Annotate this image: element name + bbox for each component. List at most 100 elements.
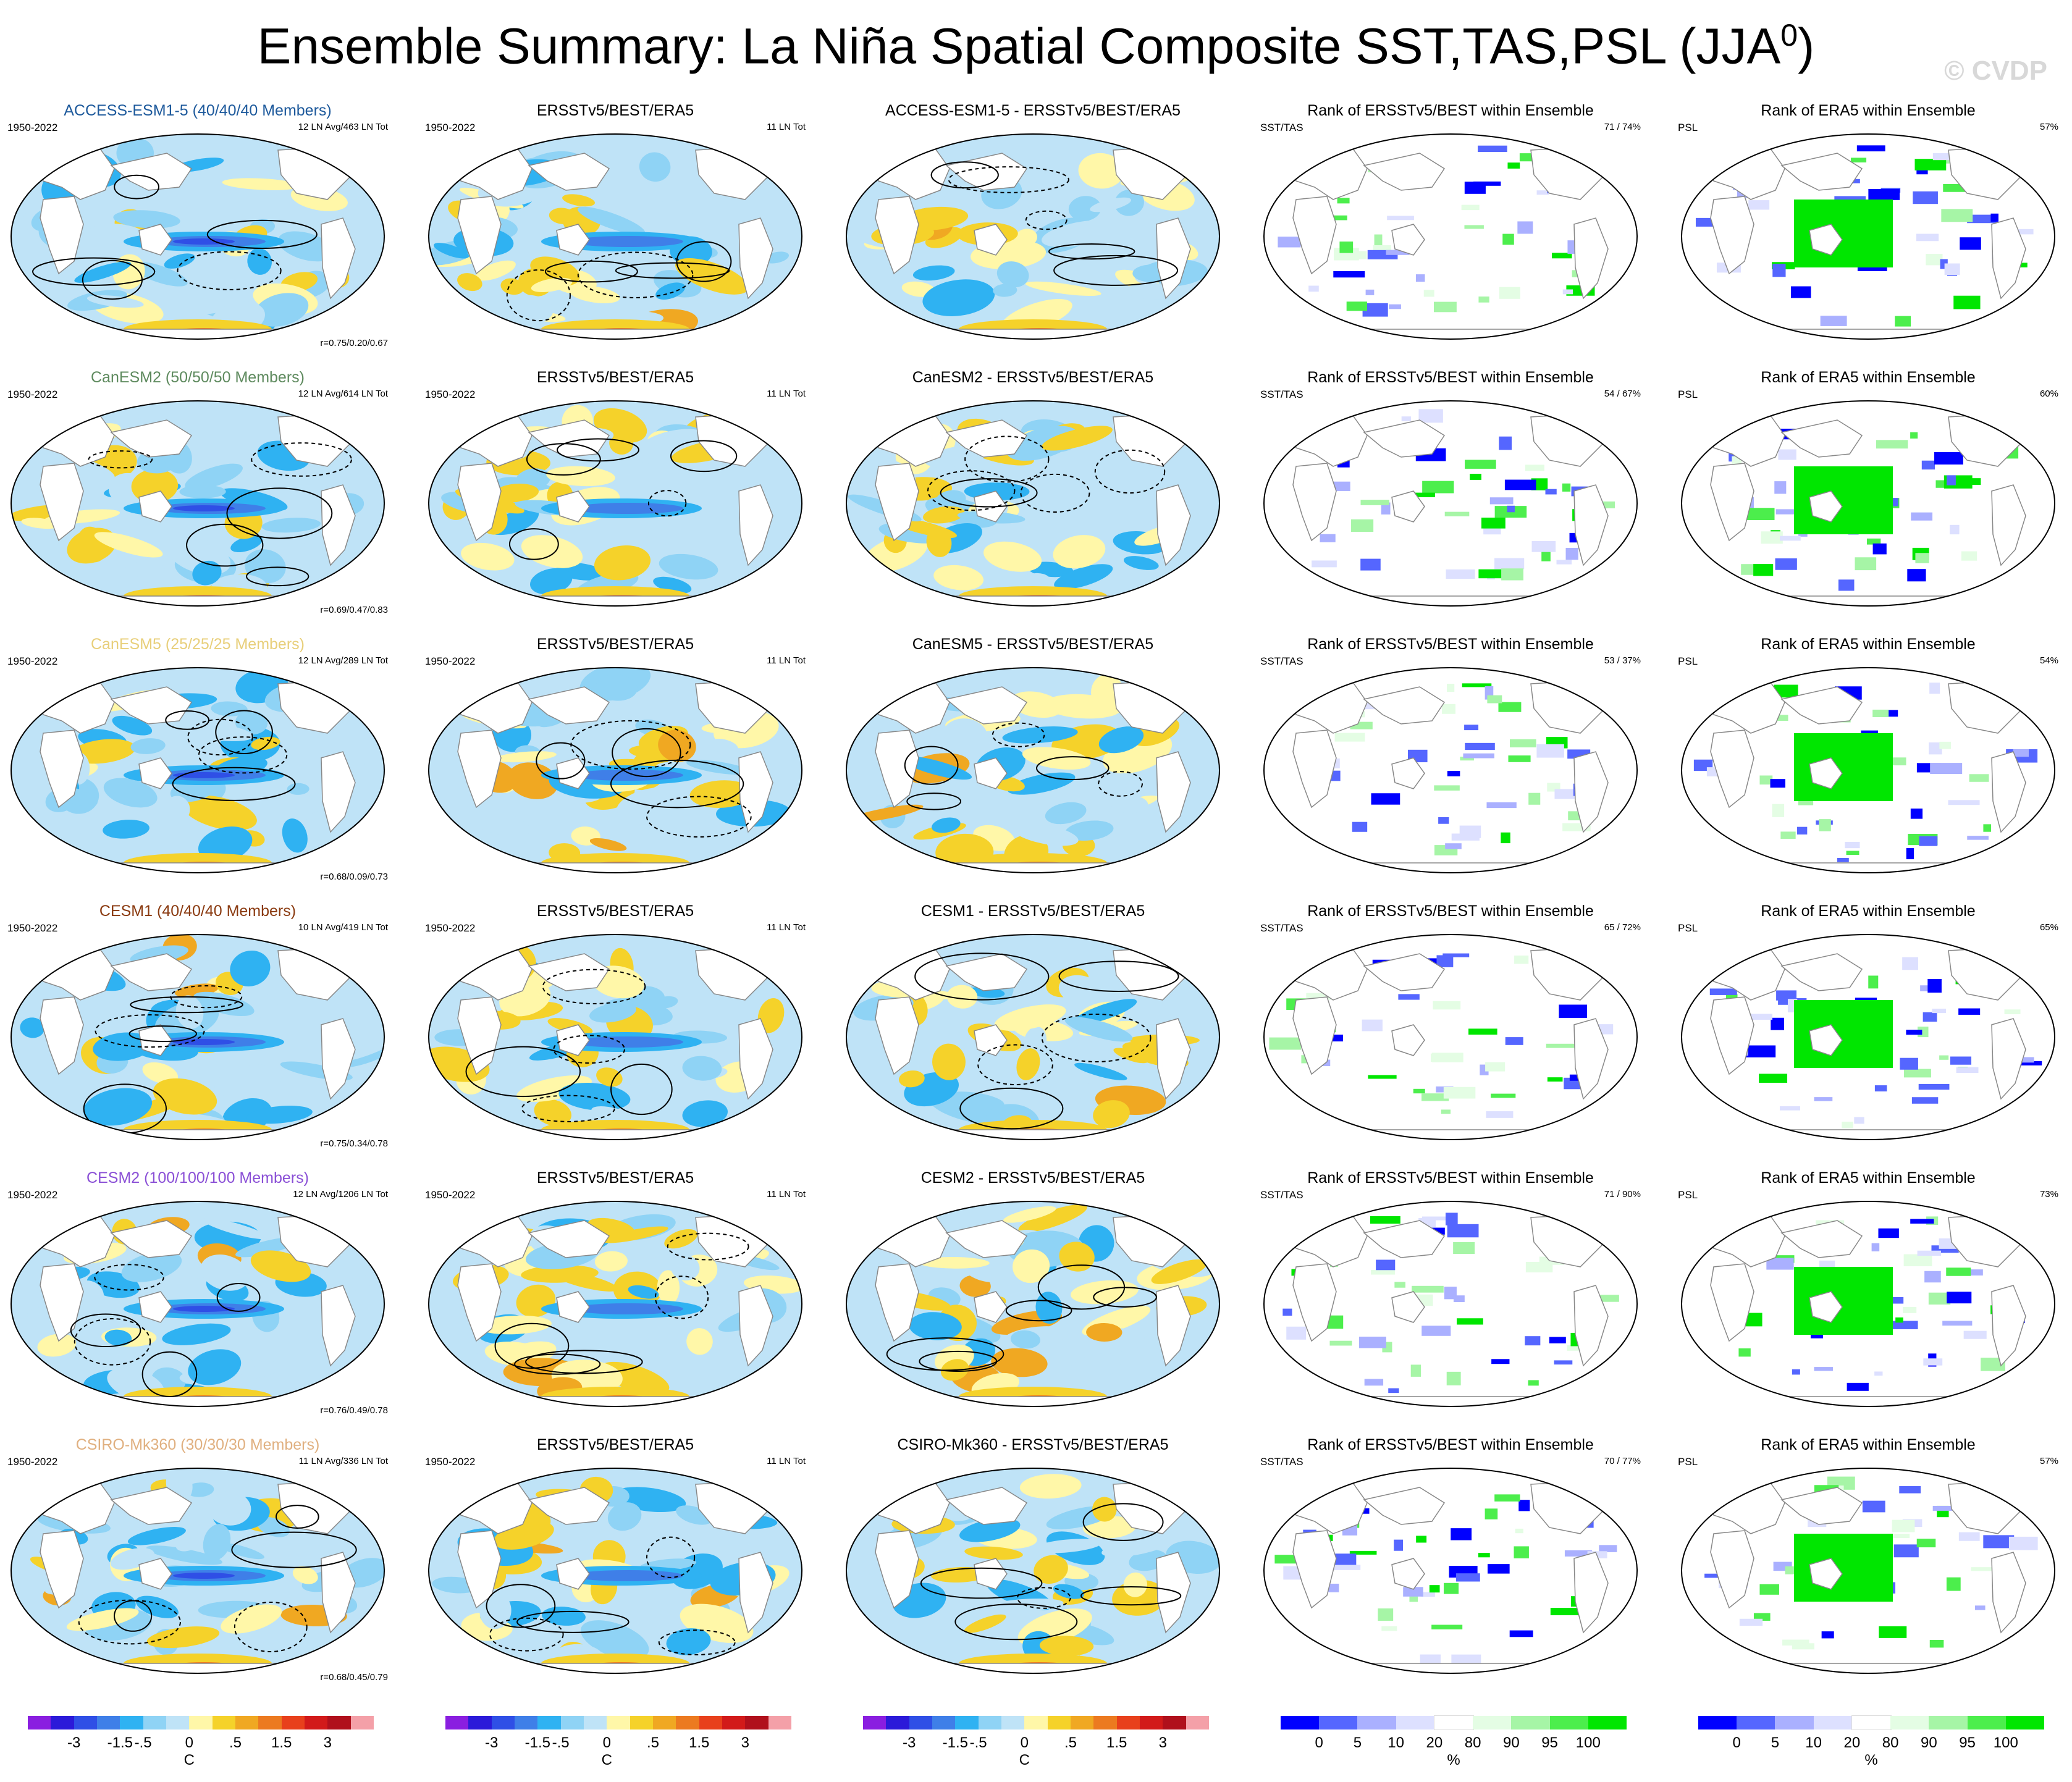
- continent-shape: [1809, 224, 1843, 256]
- rank-cell: [1394, 1282, 1405, 1288]
- rank-cell: [1433, 301, 1457, 313]
- contour-line: [130, 996, 243, 1014]
- anomaly-blob: [1101, 1537, 1170, 1557]
- rank-cell: [1481, 518, 1506, 529]
- contour-line: [206, 219, 318, 250]
- rank-cell: [1378, 1608, 1394, 1621]
- contour-line: [1094, 449, 1166, 494]
- rank-cell: [1489, 497, 1514, 505]
- contour-line: [1025, 210, 1068, 230]
- map-outline: [1263, 934, 1638, 1140]
- continent-shape: [1156, 1018, 1191, 1100]
- rank-cell: [1376, 1259, 1396, 1271]
- anomaly-blob: [1019, 1474, 1082, 1499]
- rank-cell: [1738, 1348, 1751, 1357]
- anomaly-blob: [335, 1276, 376, 1293]
- contour-line: [646, 796, 752, 838]
- rank-cell: [1819, 819, 1831, 831]
- colorbar-tick-label: 0: [1732, 1734, 1741, 1751]
- anomaly-blob: [192, 560, 222, 586]
- temperature-colorbar: -3 -1.5 -.5 0 .5 1.5 3 C: [863, 1716, 1210, 1768]
- anomaly-blob: [1111, 795, 1148, 813]
- colorbar-swatch: [1163, 1716, 1187, 1729]
- colorbar-swatch: [1698, 1716, 1737, 1729]
- continent-shape: [1710, 196, 1754, 275]
- colorbar-swatch: [909, 1716, 933, 1729]
- map-outline: [11, 400, 385, 607]
- colorbar-swatch: [955, 1716, 979, 1729]
- contour-line: [521, 1095, 615, 1122]
- temperature-map: [846, 1468, 1220, 1674]
- continent-shape: [1573, 217, 1609, 300]
- anomaly-blob: [235, 710, 268, 735]
- rank-cell: [1308, 285, 1319, 292]
- anomaly-blob: [664, 1229, 698, 1249]
- anomaly-blob: [261, 795, 329, 820]
- rank-map: [1681, 1201, 2055, 1407]
- anomaly-blob: [1054, 564, 1113, 590]
- anomaly-blob: [188, 1349, 242, 1385]
- anomaly-blob: [127, 1527, 186, 1545]
- panel-r3-c2: CESM1 - ERSSTv5/BEST/ERA5: [835, 902, 1231, 1162]
- rank-cell: [1814, 1367, 1833, 1371]
- panel-r1-c0: CanESM2 (50/50/50 Members) 1950-2022 12 LN…: [0, 369, 395, 628]
- rank-cell: [1412, 1285, 1444, 1293]
- colorbar-tick-label: 0: [1315, 1734, 1323, 1751]
- rank-cell: [1743, 1014, 1773, 1020]
- colorbar-swatch: [745, 1716, 769, 1729]
- panel-period: 1950-2022: [425, 1189, 476, 1201]
- rank-cell: [1564, 1550, 1593, 1557]
- anomaly-blob: [189, 744, 229, 760]
- map-outline: [11, 1201, 385, 1407]
- panel-r0-c4: Rank of ERA5 within Ensemble PSL 57%: [1670, 102, 2066, 361]
- anomaly-blob: [666, 1628, 711, 1655]
- rank-cell: [1874, 1371, 1883, 1376]
- colorbar-swatch: [1737, 1716, 1775, 1729]
- rank-cell: [1360, 500, 1389, 505]
- panel-stats: 73%: [2039, 1189, 2058, 1200]
- colorbar-tick-label: -3: [484, 1734, 499, 1751]
- panel-title: CESM1 (40/40/40 Members): [99, 902, 297, 920]
- pattern-correlation: r=0.76/0.49/0.78: [320, 1405, 388, 1416]
- rank-cell: [1562, 289, 1573, 295]
- contour-line: [114, 174, 159, 200]
- rank-cell: [1983, 1535, 2015, 1549]
- rank-cell: [1923, 1358, 1943, 1366]
- rank-cell: [1857, 266, 1887, 271]
- temperature-map: [11, 1201, 385, 1407]
- continent-shape: [738, 217, 773, 300]
- rank-cell: [1935, 480, 1945, 488]
- temperature-colorbar: -3 -1.5 -.5 0 .5 1.5 3 C: [445, 1716, 792, 1768]
- anomaly-blob: [909, 1312, 962, 1340]
- rank-cell: [1461, 204, 1480, 211]
- colorbar-swatch: [584, 1716, 607, 1729]
- contour-line: [577, 251, 694, 298]
- rank-cell: [1961, 551, 1977, 561]
- panel-r3-c3: Rank of ERSSTv5/BEST within Ensemble SST/…: [1253, 902, 1648, 1162]
- anomaly-blob: [1059, 1242, 1095, 1272]
- panel-r2-c1: ERSSTv5/BEST/ERA5 1950-2022 11 LN Tot: [418, 636, 813, 895]
- anomaly-blob: [1071, 1280, 1139, 1305]
- contour-line: [906, 792, 962, 810]
- rank-cell: [1536, 190, 1549, 195]
- rank-cell: [1498, 702, 1522, 712]
- panel-period: 1950-2022: [425, 1456, 476, 1468]
- contour-line: [74, 1318, 151, 1366]
- continent-shape: [945, 953, 1028, 991]
- colorbar-tick-label: .5: [646, 1734, 660, 1751]
- colorbar-tick-label: 3: [323, 1734, 332, 1751]
- rank-cell: [1772, 804, 1785, 817]
- anomaly-blob: [49, 453, 115, 481]
- contour-line: [654, 1276, 709, 1319]
- rank-cell: [1444, 1287, 1457, 1300]
- rank-cell: [1515, 1528, 1523, 1534]
- anomaly-blob: [175, 1536, 200, 1552]
- rank-cell: [1358, 1336, 1386, 1348]
- psl-contours: [930, 161, 1179, 286]
- panel-title: ERSSTv5/BEST/ERA5: [536, 1436, 694, 1453]
- contour-line: [508, 528, 559, 560]
- psl-contours: [506, 241, 732, 322]
- anomaly-blob: [1086, 1323, 1122, 1342]
- colorbar-tick-label: 5: [1771, 1734, 1780, 1751]
- continent-shape: [738, 751, 773, 833]
